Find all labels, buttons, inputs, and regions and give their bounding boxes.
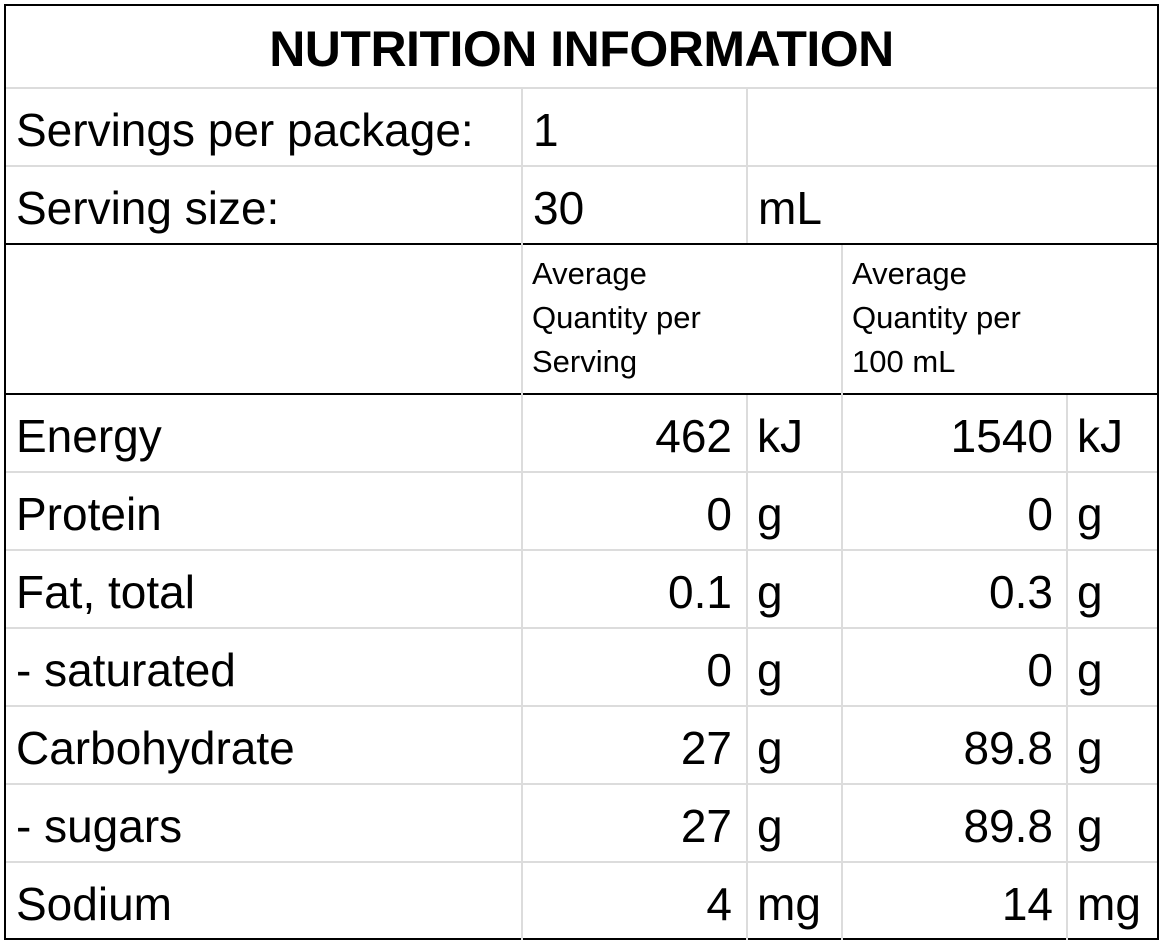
per-serving-value: 27 <box>680 800 732 852</box>
row-divider <box>6 471 1157 473</box>
per-serving-unit: g <box>757 488 783 540</box>
per-100ml-value: 1540 <box>950 410 1053 462</box>
per-100ml-value: 0 <box>1027 644 1053 696</box>
per-100ml-value: 14 <box>1001 878 1053 930</box>
per-serving-value: 0 <box>706 644 732 696</box>
per-100ml-unit: g <box>1077 644 1103 696</box>
column-divider <box>746 89 748 243</box>
row-divider <box>6 549 1157 551</box>
title-divider <box>6 87 1157 89</box>
column-divider <box>1066 395 1068 940</box>
per-serving-value: 462 <box>655 410 732 462</box>
per-100ml-value: 89.8 <box>963 722 1053 774</box>
row-divider <box>6 627 1157 629</box>
nutrient-name: Energy <box>16 410 162 462</box>
serving-size-value: 30 <box>533 182 585 234</box>
per-serving-unit: g <box>757 722 783 774</box>
per-100ml-unit: g <box>1077 488 1103 540</box>
per-serving-value: 27 <box>680 722 732 774</box>
per-serving-unit: kJ <box>757 410 803 462</box>
per-100ml-header: Average Quantity per 100 mL <box>852 256 1021 379</box>
per-100ml-unit: g <box>1077 800 1103 852</box>
per-serving-unit: g <box>757 644 783 696</box>
per-serving-value: 0.1 <box>668 566 732 618</box>
row-divider <box>6 705 1157 707</box>
nutrient-name: Protein <box>16 488 162 540</box>
row-divider <box>6 783 1157 785</box>
nutrient-name: Fat, total <box>16 566 195 618</box>
nutrient-name: Sodium <box>16 878 172 930</box>
serving-size-label: Serving size: <box>16 182 280 234</box>
per-100ml-value: 89.8 <box>963 800 1053 852</box>
per-100ml-unit: g <box>1077 566 1103 618</box>
nutrient-name: Carbohydrate <box>16 722 295 774</box>
per-100ml-value: 0 <box>1027 488 1053 540</box>
servings-per-package-value: 1 <box>533 104 559 156</box>
nutrition-panel: NUTRITION INFORMATION Servings per packa… <box>4 4 1159 940</box>
column-divider <box>746 395 748 940</box>
per-100ml-unit: kJ <box>1077 410 1123 462</box>
per-100ml-unit: g <box>1077 722 1103 774</box>
panel-title: NUTRITION INFORMATION <box>269 21 894 77</box>
column-divider <box>841 245 843 940</box>
per-serving-unit: mg <box>757 878 821 930</box>
serving-section-divider <box>6 243 1157 245</box>
per-serving-unit: g <box>757 566 783 618</box>
nutrient-name: - sugars <box>16 800 183 852</box>
per-serving-value: 4 <box>706 878 732 930</box>
per-serving-header: Average Quantity per Serving <box>532 256 701 379</box>
per-serving-value: 0 <box>706 488 732 540</box>
header-divider <box>6 393 1157 395</box>
per-100ml-unit: mg <box>1077 878 1141 930</box>
servings-per-package-label: Servings per package: <box>16 104 474 156</box>
nutrient-name: - saturated <box>16 644 236 696</box>
column-divider <box>521 89 523 940</box>
per-100ml-value: 0.3 <box>989 566 1053 618</box>
row-divider <box>6 861 1157 863</box>
servings-divider <box>6 165 1157 167</box>
serving-size-unit: mL <box>758 182 822 234</box>
per-serving-unit: g <box>757 800 783 852</box>
